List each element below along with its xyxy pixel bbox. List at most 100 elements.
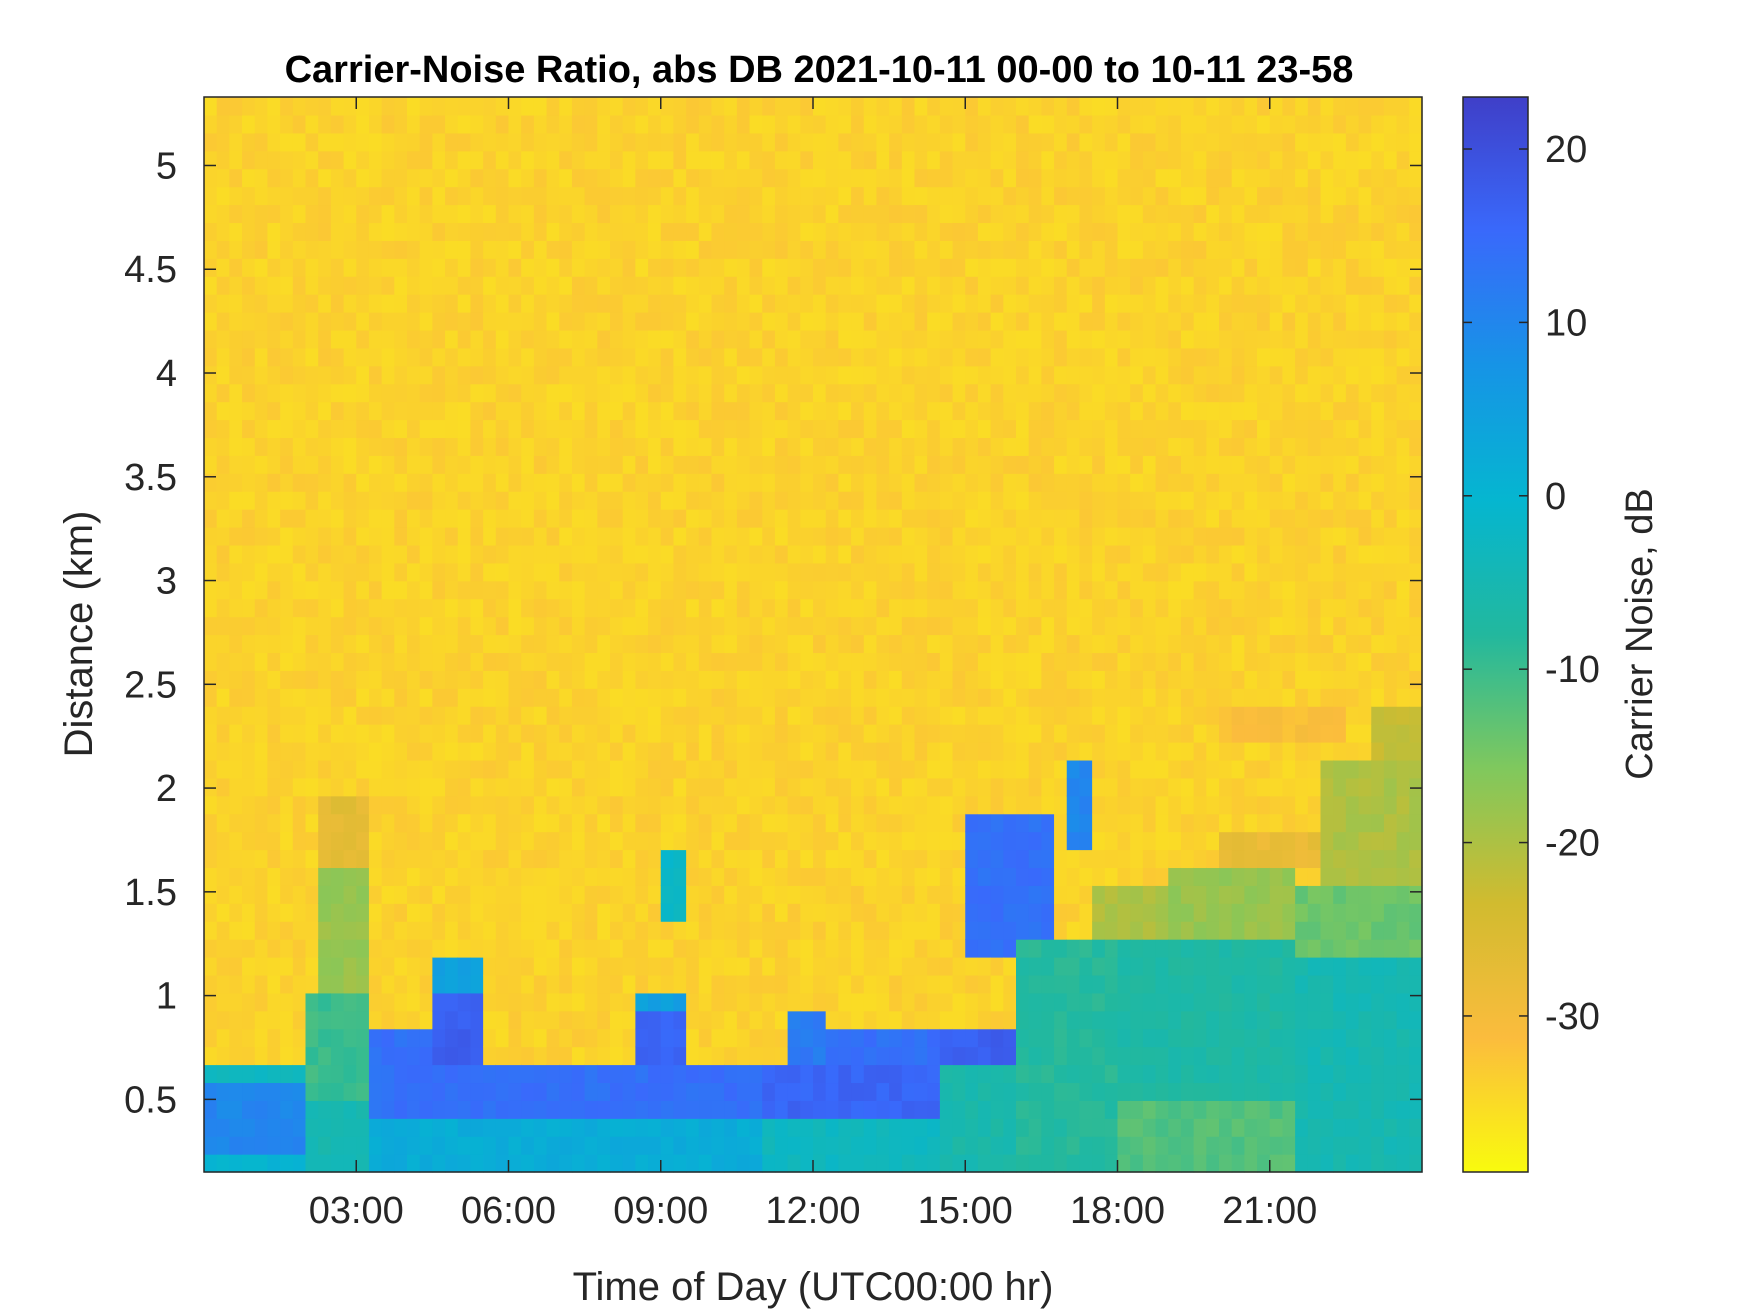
heatmap-cell <box>216 903 230 922</box>
heatmap-cell <box>1079 580 1093 600</box>
heatmap-cell <box>1117 491 1131 510</box>
heatmap-cell <box>1193 849 1207 869</box>
heatmap-cell <box>1066 885 1081 904</box>
heatmap-cell <box>851 831 865 851</box>
heatmap-cell <box>762 1100 776 1119</box>
heatmap-cell <box>597 957 611 976</box>
heatmap-cell <box>242 401 256 421</box>
heatmap-cell <box>445 365 459 385</box>
heatmap-cell <box>1231 222 1245 241</box>
heatmap-cell <box>571 670 586 689</box>
heatmap-cell <box>1041 276 1055 295</box>
heatmap-cell <box>673 1010 687 1030</box>
heatmap-cell <box>635 544 649 564</box>
heatmap-cell <box>813 383 827 403</box>
heatmap-cell <box>1142 401 1157 421</box>
heatmap-cell <box>711 455 725 474</box>
heatmap-cell <box>990 1136 1004 1155</box>
heatmap-cell <box>204 240 218 259</box>
heatmap-cell <box>787 849 801 869</box>
heatmap-cell <box>711 1010 725 1030</box>
heatmap-cell <box>1180 240 1195 259</box>
heatmap-cell <box>635 401 649 421</box>
heatmap-cell <box>774 258 789 277</box>
heatmap-cell <box>267 276 281 295</box>
heatmap-cell <box>343 258 357 277</box>
heatmap-cell <box>800 473 814 492</box>
heatmap-cell <box>242 329 256 349</box>
heatmap-cell <box>698 1064 713 1084</box>
heatmap-cell <box>559 114 573 134</box>
heatmap-cell <box>457 114 472 134</box>
heatmap-cell <box>1193 383 1207 403</box>
heatmap-cell <box>1016 365 1030 385</box>
heatmap-cell <box>787 276 801 295</box>
heatmap-cell <box>825 1064 839 1084</box>
heatmap-cell <box>1168 670 1182 689</box>
heatmap-cell <box>343 903 357 922</box>
heatmap-cell <box>254 634 269 654</box>
heatmap-cell <box>990 885 1004 904</box>
heatmap-cell <box>1219 1010 1233 1030</box>
heatmap-cell <box>635 473 649 492</box>
heatmap-cell <box>889 509 903 528</box>
heatmap-cell <box>686 992 700 1012</box>
heatmap-cell <box>660 1136 675 1155</box>
heatmap-cell <box>686 1136 700 1155</box>
heatmap-cell <box>1206 1064 1220 1084</box>
heatmap-cell <box>356 634 370 654</box>
heatmap-cell <box>546 1118 560 1137</box>
heatmap-cell <box>1219 849 1233 869</box>
heatmap-cell <box>825 616 839 636</box>
heatmap-cell <box>889 670 903 689</box>
heatmap-cell <box>292 222 307 241</box>
heatmap-cell <box>927 777 941 797</box>
heatmap-cell <box>470 957 484 976</box>
heatmap-cell <box>1028 831 1042 851</box>
heatmap-cell <box>622 813 636 833</box>
heatmap-cell <box>939 401 954 421</box>
heatmap-cell <box>686 491 700 510</box>
heatmap-cell <box>1003 706 1017 725</box>
heatmap-cell <box>1041 1154 1055 1173</box>
heatmap-cell <box>318 580 332 600</box>
heatmap-cell <box>965 168 979 188</box>
heatmap-cell <box>889 97 903 116</box>
heatmap-cell <box>381 867 395 886</box>
heatmap-cell <box>254 455 269 474</box>
heatmap-cell <box>724 329 738 349</box>
heatmap-cell <box>889 312 903 331</box>
heatmap-cell <box>483 885 497 904</box>
heatmap-cell <box>495 1064 510 1084</box>
heatmap-cell <box>914 580 928 600</box>
heatmap-cell <box>216 974 230 994</box>
heatmap-cell <box>635 419 649 439</box>
heatmap-cell <box>673 742 687 761</box>
heatmap-cell <box>216 724 230 743</box>
heatmap-cell <box>1180 1118 1195 1137</box>
heatmap-cell <box>813 759 827 779</box>
heatmap-cell <box>1066 759 1081 779</box>
heatmap-cell <box>432 992 446 1012</box>
heatmap-cell <box>813 1028 827 1048</box>
heatmap-cell <box>1028 813 1042 833</box>
heatmap-cell <box>622 939 636 958</box>
heatmap-cell <box>1104 1118 1119 1137</box>
heatmap-cell <box>851 544 865 564</box>
heatmap-cell <box>1155 1100 1169 1119</box>
heatmap-cell <box>292 957 307 976</box>
heatmap-cell <box>470 240 484 259</box>
heatmap-cell <box>470 1100 484 1119</box>
heatmap-cell <box>1244 849 1258 869</box>
heatmap-cell <box>318 903 332 922</box>
heatmap-cell <box>660 347 675 367</box>
heatmap-cell <box>204 383 218 403</box>
heatmap-cell <box>1054 222 1068 241</box>
heatmap-cell <box>1092 616 1106 636</box>
heatmap-cell <box>660 885 675 904</box>
heatmap-cell <box>368 688 383 707</box>
heatmap-cell <box>1066 329 1081 349</box>
heatmap-cell <box>597 186 611 206</box>
heatmap-cell <box>204 312 218 331</box>
heatmap-cell <box>546 222 560 241</box>
